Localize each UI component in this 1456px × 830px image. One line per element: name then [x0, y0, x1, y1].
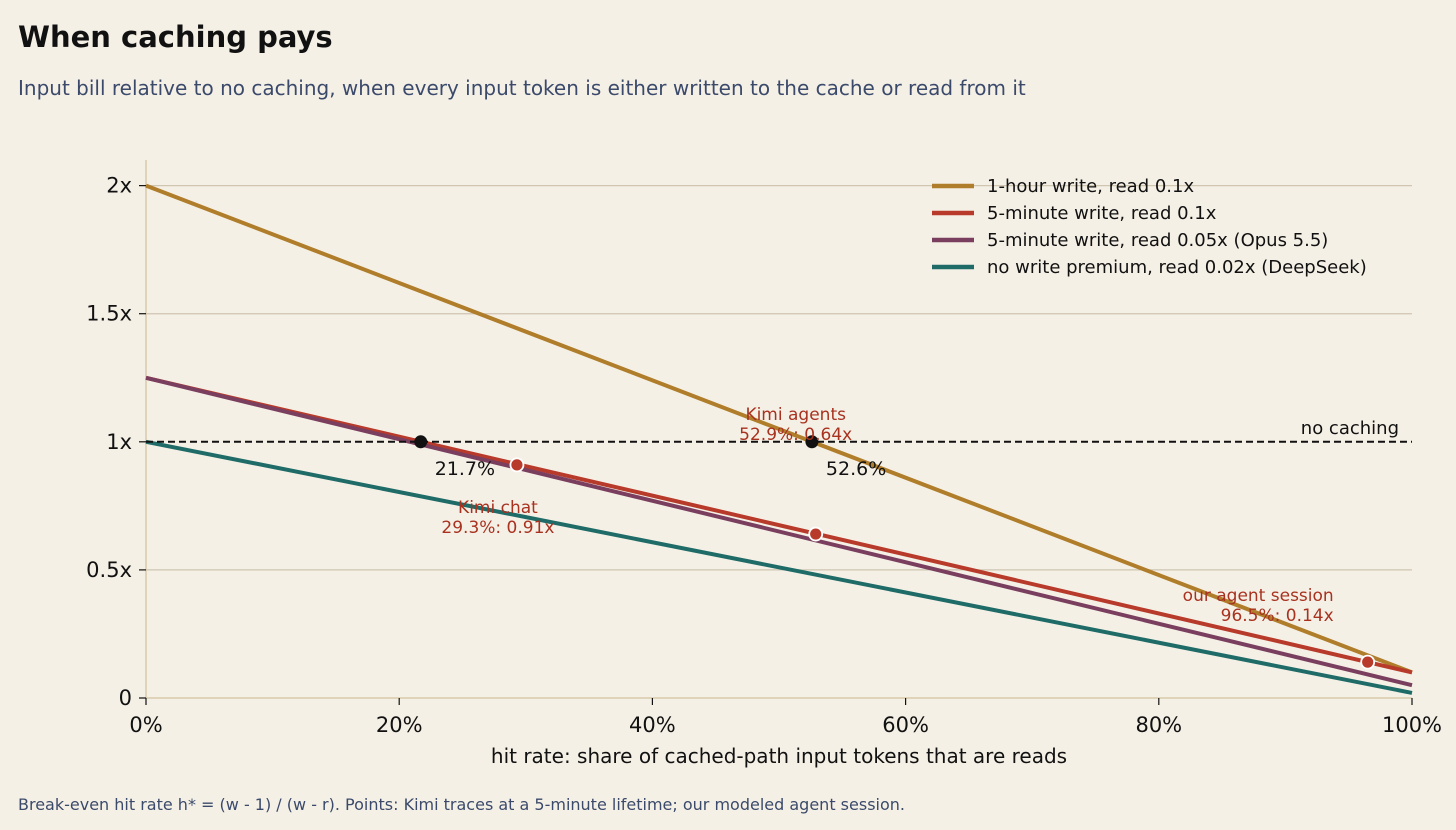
break-even-label-1: 52.6% — [826, 458, 886, 480]
series-line-3 — [145, 439, 1413, 695]
x-tick-label-5: 100% — [1382, 713, 1442, 737]
x-tick-label-0: 0% — [129, 713, 162, 737]
x-tick-label-1: 20% — [376, 713, 423, 737]
point-value-label-2: 96.5%: 0.14x — [1221, 606, 1334, 626]
point-name-label-1: Kimi agents — [745, 405, 846, 425]
reference-line-group: no caching — [146, 418, 1412, 443]
x-tick-label-4: 80% — [1135, 713, 1182, 737]
data-point-0 — [509, 457, 525, 473]
points-group — [414, 435, 1376, 670]
legend-label-2: 5-minute write, read 0.05x (Opus 5.5) — [987, 230, 1328, 251]
legend-label-1: 5-minute write, read 0.1x — [987, 203, 1217, 224]
legend-label-0: 1-hour write, read 0.1x — [987, 176, 1194, 197]
legend: 1-hour write, read 0.1x 5-minute write, r… — [932, 176, 1367, 278]
chart-subtitle: Input bill relative to no caching, when … — [18, 76, 1026, 100]
y-tick-label-2: 1x — [106, 430, 132, 454]
reference-line-label: no caching — [1301, 418, 1399, 439]
break-even-point-1 — [805, 435, 819, 449]
axes: 0 0.5x 1x 1.5x 2x 0% 20% 40% 60% 80% 100% — [86, 160, 1442, 737]
point-value-label-0: 29.3%: 0.91x — [441, 518, 554, 538]
point-value-label-1: 52.9%: 0.64x — [739, 425, 852, 445]
y-tick-label-4: 2x — [106, 174, 132, 198]
series-line-0 — [145, 183, 1413, 675]
chart-title: When caching pays — [18, 20, 333, 54]
grid-lines — [146, 185, 1412, 571]
y-tick-label-0: 0 — [119, 686, 132, 710]
series-lines — [145, 183, 1413, 695]
point-name-label-0: Kimi chat — [458, 498, 538, 518]
break-even-point-0 — [414, 435, 428, 449]
series-line-2 — [145, 375, 1413, 688]
y-tick-label-3: 1.5x — [86, 302, 132, 326]
data-point-1 — [808, 526, 824, 542]
break-even-label-0: 21.7% — [435, 458, 495, 480]
x-tick-label-2: 40% — [629, 713, 676, 737]
x-axis-label: hit rate: share of cached-path input tok… — [491, 744, 1067, 768]
y-tick-label-1: 0.5x — [86, 558, 132, 582]
series-line-1 — [145, 375, 1413, 675]
footnote: Break-even hit rate h* = (w - 1) / (w - … — [18, 795, 905, 814]
x-tick-label-3: 60% — [882, 713, 929, 737]
data-point-2 — [1360, 654, 1376, 670]
legend-label-3: no write premium, read 0.02x (DeepSeek) — [987, 257, 1367, 278]
point-name-label-2: our agent session — [1183, 586, 1334, 606]
